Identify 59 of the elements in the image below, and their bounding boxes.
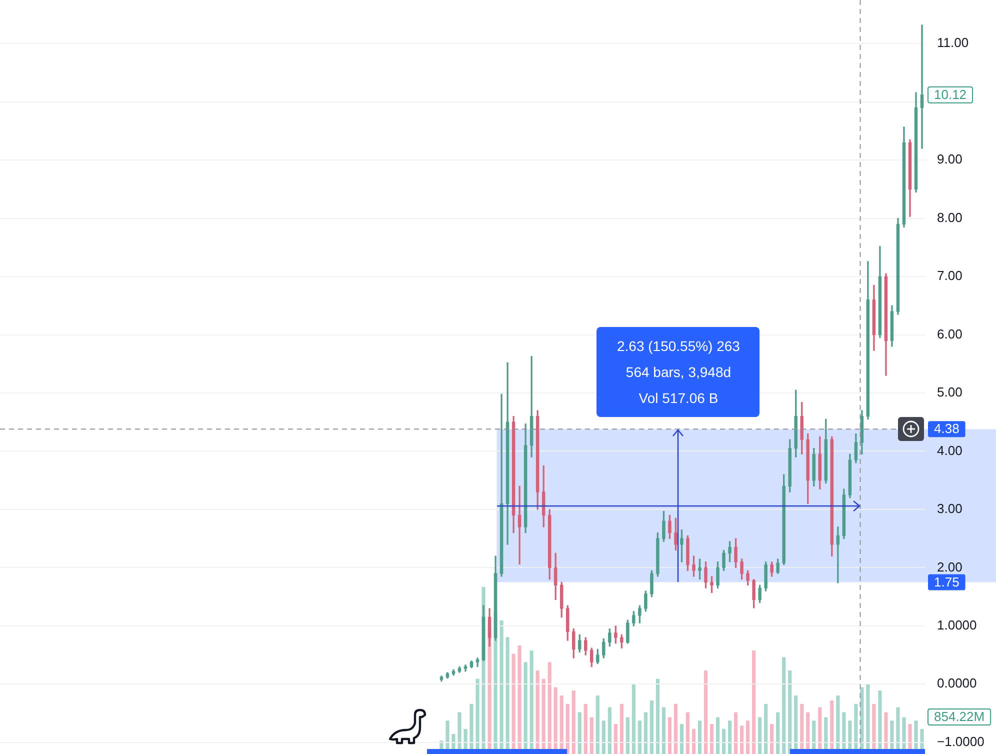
annotation: 2.63 (150.55%) 263 [616,337,740,356]
bar [746,720,750,754]
bar [704,670,708,754]
y-tick-label: 11.00 [937,35,969,50]
bar [620,704,624,754]
bar [638,720,642,754]
y-tick-label: 8.00 [937,210,962,225]
bar [668,717,672,754]
bar [740,726,744,754]
annotation: 564 bars, 3,948d [624,363,732,382]
annotation: Vol 517.06 B [638,389,720,408]
y-tick-label: 6.00 [937,326,962,342]
y-tick-label: 9.00 [937,152,962,167]
y-tick-label: 4.00 [937,442,962,458]
bar [614,724,618,754]
bar [626,717,630,754]
y-tick-label: 0.0000 [937,676,977,691]
bar [770,724,774,754]
y-tick-label: 3.00 [937,501,962,516]
bar [752,650,756,754]
bar [728,720,732,754]
ref-line-label: 4.38 [934,421,960,436]
y-tick-label: 1.0000 [937,617,977,632]
bar [632,684,636,754]
bar [602,720,606,754]
bar [674,704,678,754]
bar [758,717,762,754]
text: 854.22M [934,709,985,724]
bar [716,717,720,754]
candlestick [920,24,924,149]
y-tick-label: −1.0000 [937,734,984,749]
bar [680,724,684,754]
bar [782,657,786,754]
bar [572,690,576,754]
bar [698,720,702,754]
y-tick-label: 7.00 [937,268,962,284]
y-tick-label: 2.00 [937,559,962,574]
bar [608,707,612,754]
bar [662,707,666,754]
bar [764,704,768,754]
bar [650,700,654,754]
bar [734,712,738,754]
bar [644,712,648,754]
bar [596,696,600,754]
bar [578,712,582,754]
bar [686,712,690,754]
bar [788,670,792,754]
bar [566,704,570,754]
bar [710,724,714,754]
bar [722,728,726,754]
band-label: 1.75 [934,574,960,590]
text: 10.12 [934,86,967,102]
candlestick [518,486,522,565]
bar [776,712,780,754]
bar [692,728,696,754]
bar [656,678,660,754]
y-tick-label: 5.00 [937,384,962,400]
bar [584,704,588,754]
bar [590,717,594,754]
